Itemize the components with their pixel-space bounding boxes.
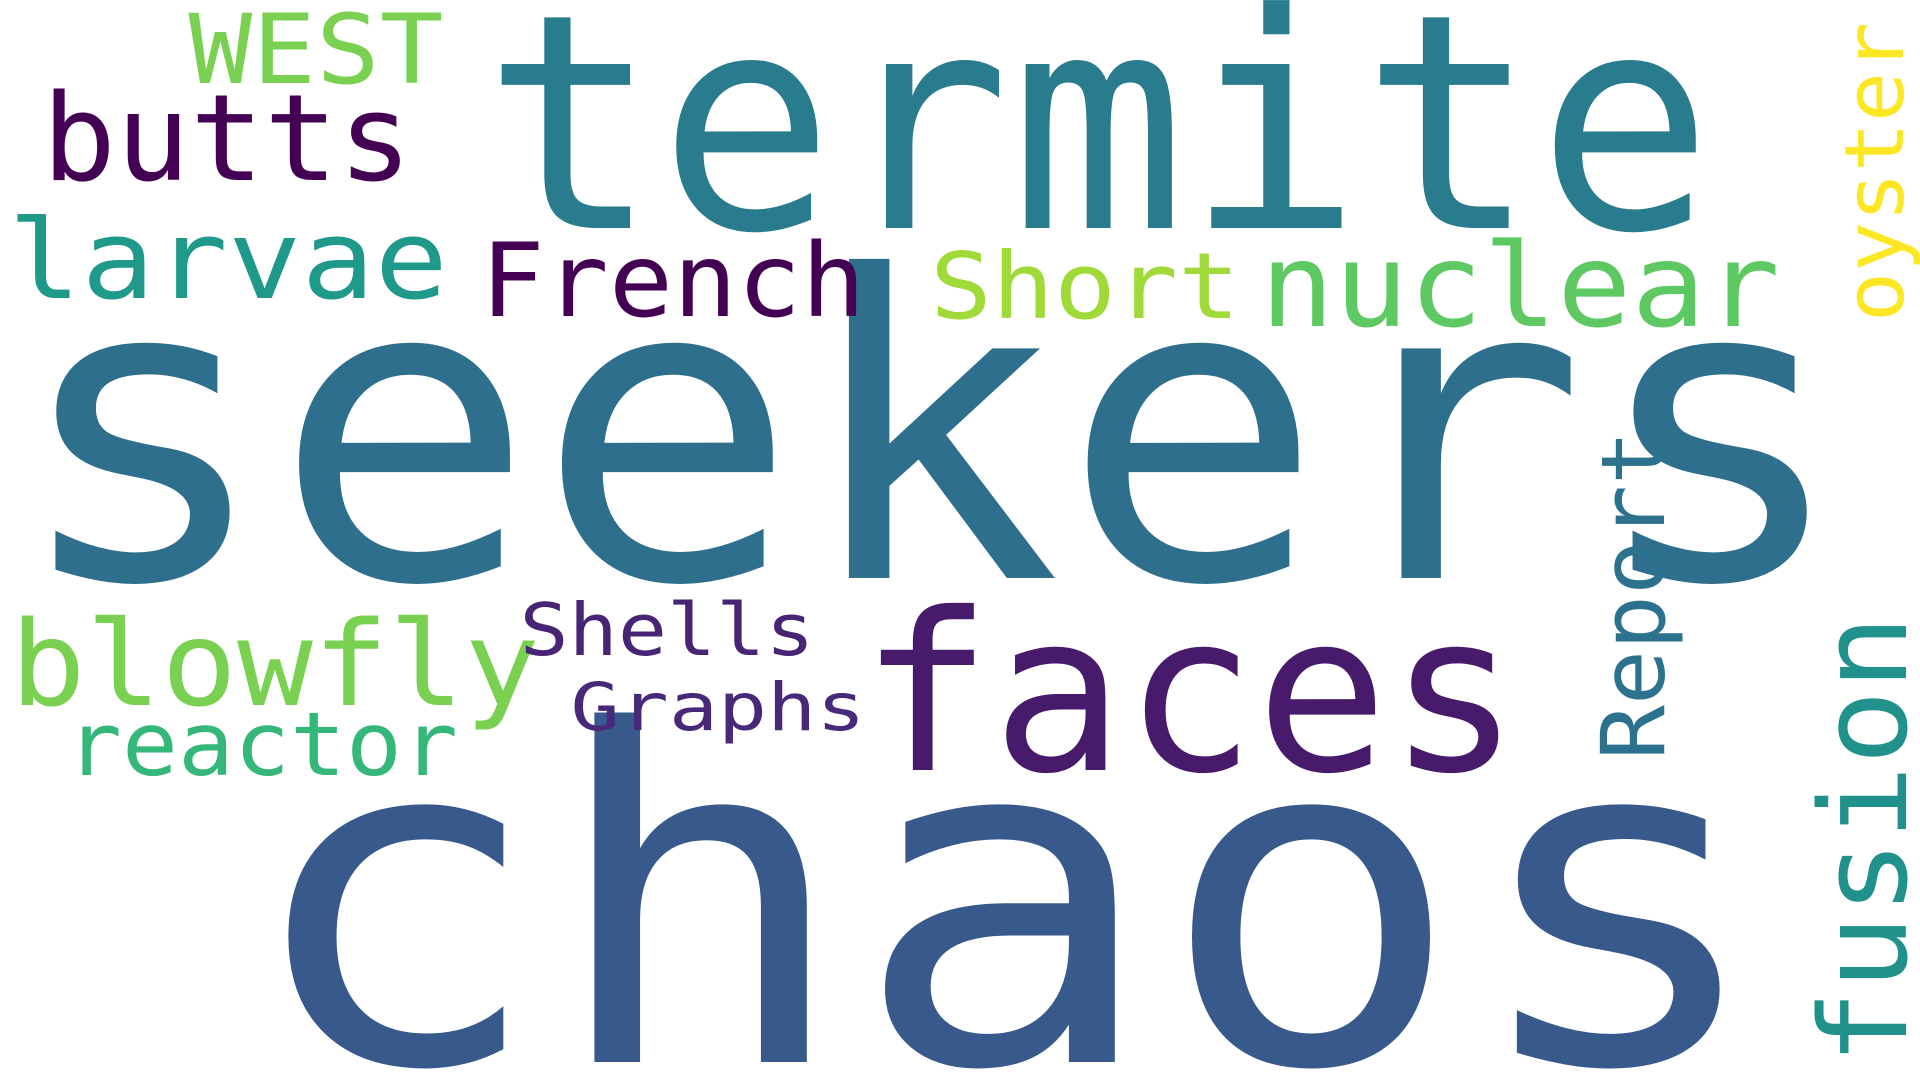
- word-french: French: [481, 222, 866, 341]
- word-butts: butts: [42, 70, 412, 209]
- word-termite: termite: [483, 0, 1713, 299]
- word-oyster: oyster: [1828, 22, 1920, 322]
- word-seekers: seekers: [10, 189, 1850, 678]
- word-larvae: larvae: [8, 196, 448, 324]
- word-report: Report: [1582, 430, 1685, 760]
- word-short: Short: [930, 233, 1240, 340]
- word-faces: faces: [860, 566, 1520, 822]
- word-graphs: Graphs: [571, 669, 866, 746]
- word-west: WEST: [189, 0, 444, 106]
- word-fusion: fusion: [1796, 615, 1920, 1065]
- word-shells: Shells: [520, 588, 815, 672]
- word-chaos: chaos: [240, 636, 1770, 1080]
- word-reactor: reactor: [66, 693, 458, 796]
- word-blowfly: blowfly: [10, 595, 540, 733]
- word-nuclear: nuclear: [1260, 219, 1780, 354]
